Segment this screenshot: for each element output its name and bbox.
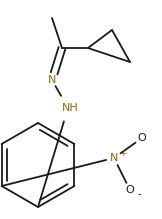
- Text: O: O: [126, 185, 134, 195]
- Text: N: N: [110, 153, 118, 163]
- Text: N: N: [48, 75, 56, 85]
- Text: +: +: [119, 148, 127, 157]
- Text: O: O: [138, 133, 146, 143]
- Text: NH: NH: [62, 103, 78, 113]
- Text: -: -: [137, 189, 141, 199]
